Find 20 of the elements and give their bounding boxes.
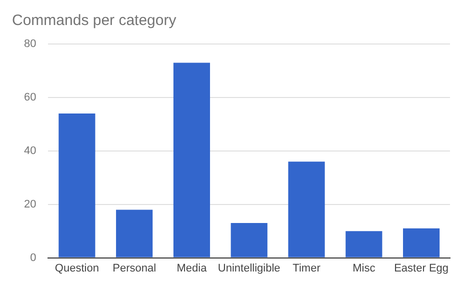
x-tick-label: Question xyxy=(54,262,99,274)
x-tick-label: Media xyxy=(176,262,208,274)
y-tick-label: 80 xyxy=(24,38,36,50)
y-tick-label: 60 xyxy=(24,91,36,104)
bar xyxy=(173,62,210,258)
x-tick-label: Misc xyxy=(352,262,376,274)
x-tick-label: Timer xyxy=(292,262,321,274)
bar xyxy=(288,162,325,258)
y-tick-label: 20 xyxy=(24,198,36,210)
bar xyxy=(58,113,96,258)
bar xyxy=(403,228,440,258)
bar xyxy=(346,231,382,258)
x-tick-label: Unintelligible xyxy=(218,262,280,274)
y-tick-label: 40 xyxy=(24,144,36,157)
y-tick-label: 0 xyxy=(30,252,36,264)
chart-title: Commands per category xyxy=(12,12,177,30)
bar xyxy=(230,223,268,258)
x-tick-label: Easter Egg xyxy=(394,262,449,274)
x-tick-label: Personal xyxy=(112,262,156,274)
bar xyxy=(116,210,153,258)
